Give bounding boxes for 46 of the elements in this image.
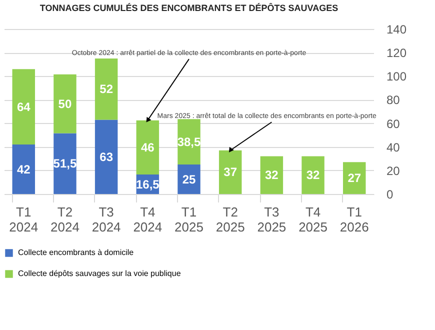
data-label: 32 [265, 168, 279, 182]
data-label: 46 [140, 140, 155, 154]
data-label: 38,5 [177, 134, 201, 149]
data-label: 64 [16, 100, 31, 114]
x-tick-label: T3 2024 [92, 204, 121, 234]
chart-title: TONNAGES CUMULÉS DES ENCOMBRANTS ET DÉPÔTS SAUVAGES [40, 2, 338, 13]
bar [302, 156, 324, 194]
legend-label: Collecte dépôts sauvages sur la voie publique [18, 269, 182, 278]
data-label: 27 [348, 171, 362, 186]
y-tick-label: 120 [386, 46, 407, 60]
bar [54, 74, 76, 134]
data-label: 50 [58, 96, 72, 111]
y-tick-label: 60 [386, 116, 400, 131]
x-tick-label: T2 2025 [216, 204, 245, 234]
x-tick-label: T1 2026 [340, 204, 369, 234]
x-tick-label: T4 2024 [133, 204, 162, 234]
x-tick-label: T1 2025 [174, 204, 204, 234]
data-label: 51,5 [53, 156, 77, 171]
x-tick-label: T3 2025 [257, 204, 286, 234]
bar [342, 162, 366, 194]
data-label: 25 [182, 172, 196, 186]
bar [178, 164, 200, 194]
data-label: 42 [16, 162, 31, 176]
data-label: 32 [306, 168, 320, 182]
bar [94, 120, 118, 194]
bar [12, 69, 36, 144]
data-label: 52 [100, 82, 114, 96]
bar [94, 58, 118, 120]
bar [12, 144, 36, 194]
x-tick-label: T4 2025 [298, 204, 328, 234]
legend-label: Collecte encombrants à domicile [18, 248, 134, 257]
y-tick-label: 80 [386, 93, 400, 108]
bar [260, 156, 284, 194]
y-tick-label: 0 [386, 188, 394, 202]
x-tick-label: T1 2024 [9, 204, 38, 234]
data-label: 63 [100, 150, 114, 164]
bar [218, 150, 242, 194]
y-tick-label: 140 [386, 22, 407, 36]
data-label: 37 [224, 165, 238, 180]
bar [54, 133, 76, 194]
y-tick-label: 100 [386, 70, 407, 84]
bar [136, 120, 160, 175]
y-tick-label: 40 [386, 140, 400, 154]
data-label: 16,5 [136, 177, 160, 192]
x-tick-label: T2 2024 [50, 204, 80, 234]
y-tick-label: 20 [386, 164, 400, 178]
